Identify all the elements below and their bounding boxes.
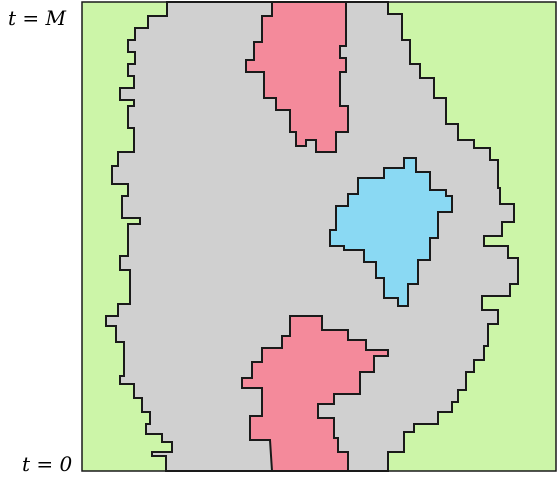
pink-region-bottom — [241, 315, 389, 472]
blue-region — [329, 157, 453, 307]
gray-region — [105, 1, 519, 472]
time-top-label: t = M — [8, 6, 67, 30]
time-bottom-label: t = 0 — [22, 452, 73, 476]
pink-region-top — [245, 1, 349, 153]
